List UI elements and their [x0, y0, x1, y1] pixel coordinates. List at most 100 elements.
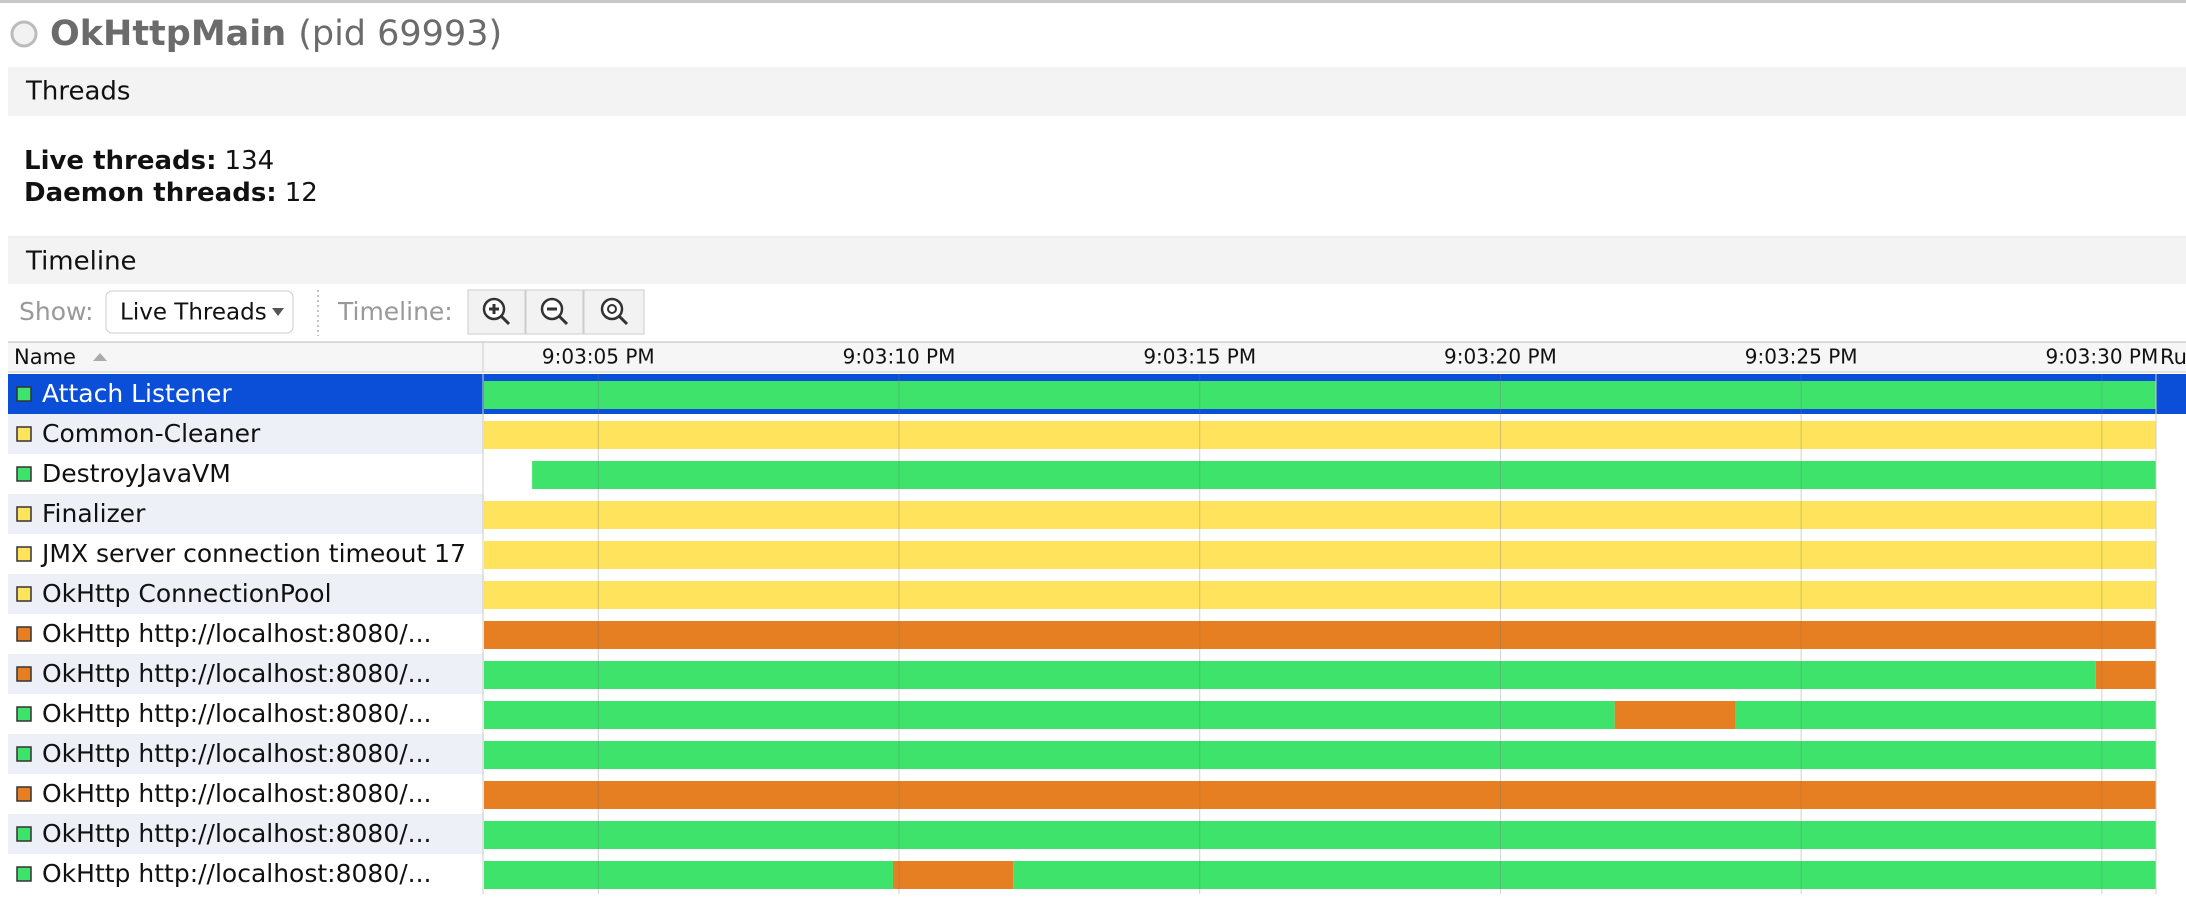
thread-name: OkHttp ConnectionPool	[42, 579, 332, 608]
thread-row[interactable]: OkHttp http://localhost:8080/...	[8, 694, 2156, 734]
thread-row[interactable]: Finalizer	[8, 494, 2156, 534]
state-icon	[16, 626, 32, 642]
value: 12	[285, 178, 318, 208]
thread-row[interactable]: OkHttp ConnectionPool	[8, 574, 2156, 614]
thread-name: Finalizer	[42, 499, 146, 528]
row-background	[8, 814, 484, 854]
x-tick-label: 9:03:20 PM	[1444, 345, 1557, 369]
name-header[interactable]: Name	[14, 345, 76, 369]
thread-row[interactable]: Attach Listener	[8, 374, 2186, 414]
section-bar	[8, 67, 2186, 116]
glyph	[617, 314, 629, 326]
extra-header[interactable]: Ru	[2160, 345, 2186, 369]
thread-name: Common-Cleaner	[42, 419, 261, 448]
state-segment	[892, 861, 1014, 889]
state-icon	[16, 466, 32, 482]
thread-name: Attach Listener	[42, 379, 232, 408]
process-title: OkHttpMain (pid 69993)	[50, 14, 502, 54]
dropdown-box[interactable]	[105, 290, 294, 334]
column-header	[8, 342, 2186, 372]
show-dropdown[interactable]: Live Threads	[105, 290, 294, 334]
row-background	[8, 694, 484, 734]
thread-name: OkHttp http://localhost:8080/...	[42, 819, 432, 848]
state-segment	[484, 741, 2156, 769]
lens	[600, 297, 624, 321]
live-threads: Live threads: 134	[24, 146, 274, 176]
value: 134	[225, 146, 275, 176]
state-segment	[1734, 701, 2156, 729]
row-background	[8, 534, 484, 574]
zoom-fit-button[interactable]	[583, 289, 645, 335]
state-icon	[16, 706, 32, 722]
label: Live threads:	[24, 146, 217, 176]
state-segment	[484, 701, 1615, 729]
row-background	[8, 774, 484, 814]
thread-row[interactable]: OkHttp http://localhost:8080/...	[8, 814, 2156, 854]
row-background	[8, 494, 484, 534]
top-border	[0, 0, 2186, 3]
state-segment	[484, 661, 2096, 689]
thread-row[interactable]: OkHttp http://localhost:8080/...	[8, 734, 2156, 774]
state-icon	[16, 426, 32, 442]
row-background	[8, 654, 484, 694]
timeline-label: Timeline:	[337, 297, 453, 326]
row-background	[8, 734, 484, 774]
x-tick-label: 9:03:15 PM	[1143, 345, 1256, 369]
state-segment	[484, 421, 2156, 449]
row-background	[8, 574, 484, 614]
thread-name: DestroyJavaVM	[42, 459, 231, 488]
row-background	[8, 414, 484, 454]
thread-name: OkHttp http://localhost:8080/...	[42, 779, 432, 808]
pid: (pid 69993)	[298, 14, 502, 54]
state-icon	[16, 546, 32, 562]
thread-row[interactable]: OkHttp http://localhost:8080/...	[8, 774, 2156, 814]
state-icon	[16, 826, 32, 842]
thread-name: OkHttp http://localhost:8080/...	[42, 659, 432, 688]
state-segment	[2095, 661, 2156, 689]
x-tick-label: 9:03:30 PM	[2045, 345, 2158, 369]
thread-row[interactable]: OkHttp http://localhost:8080/...	[8, 654, 2156, 694]
thread-name: OkHttp http://localhost:8080/...	[42, 739, 432, 768]
state-icon	[16, 386, 32, 402]
glyph	[607, 304, 617, 314]
thread-name: JMX server connection timeout 17	[40, 539, 466, 568]
title: OkHttpMain	[50, 14, 286, 54]
row-background	[8, 454, 484, 494]
state-segment	[484, 501, 2156, 529]
x-tick-label: 9:03:25 PM	[1745, 345, 1858, 369]
section-bar	[8, 238, 2186, 284]
state-icon	[16, 786, 32, 802]
state-segment	[484, 541, 2156, 569]
thread-row[interactable]: DestroyJavaVM	[8, 454, 2156, 494]
dropdown-arrow[interactable]	[272, 308, 284, 316]
state-segment	[532, 461, 2156, 489]
state-icon	[16, 746, 32, 762]
sort-arrow	[93, 353, 107, 361]
x-tick-label: 9:03:05 PM	[542, 345, 655, 369]
state-segment	[484, 381, 2156, 409]
state-segment	[484, 821, 2156, 849]
daemon-threads: Daemon threads: 12	[24, 178, 318, 208]
thread-row[interactable]: Common-Cleaner	[8, 414, 2156, 454]
state-segment	[484, 581, 2156, 609]
thread-row[interactable]: JMX server connection timeout 17	[8, 534, 2156, 574]
thread-row[interactable]: OkHttp http://localhost:8080/...	[8, 614, 2156, 654]
thread-row[interactable]: OkHttp http://localhost:8080/...	[8, 854, 2157, 894]
zoom-in-button[interactable]	[467, 289, 526, 335]
thread-name: OkHttp http://localhost:8080/...	[42, 859, 432, 888]
row-background	[8, 614, 484, 654]
state-icon	[16, 586, 32, 602]
process-icon	[10, 20, 38, 48]
glyph	[547, 307, 569, 326]
x-tick-label: 9:03:10 PM	[843, 345, 956, 369]
zoom-out-button[interactable]	[525, 289, 584, 335]
dropdown-value[interactable]: Live Threads	[120, 300, 267, 326]
label: Daemon threads:	[24, 178, 277, 208]
glyph	[489, 304, 511, 326]
state-segment	[484, 621, 2156, 649]
state-segment	[1013, 861, 2157, 889]
row-background	[8, 854, 484, 894]
state-segment	[484, 781, 2156, 809]
